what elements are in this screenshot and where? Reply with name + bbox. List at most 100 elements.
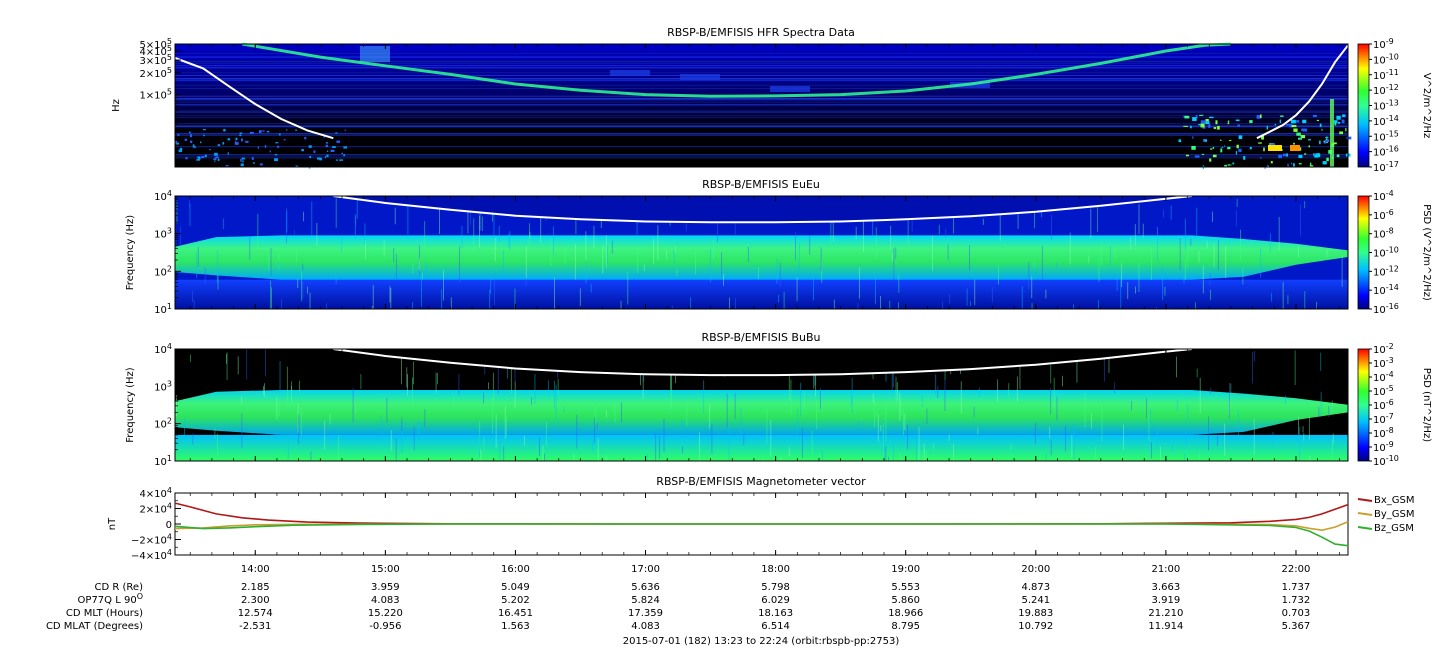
hfr-speckle	[200, 141, 202, 144]
hfr-emission-line	[242, 42, 1231, 98]
hfr-patch	[770, 86, 810, 92]
hfr-speckle	[242, 160, 244, 163]
hfr-speckle	[259, 163, 263, 166]
hfr-speckle	[1208, 124, 1211, 128]
hfr-speckle	[1217, 125, 1220, 130]
ephem-value: 0.703	[1282, 608, 1311, 619]
hfr-speckle	[1322, 161, 1327, 165]
hfr-speckle	[269, 150, 271, 153]
ephem-value: 5.241	[1021, 595, 1050, 606]
bubu-frame	[174, 348, 1349, 462]
ephem-value: 4.873	[1021, 582, 1050, 593]
hfr-speckle	[1249, 146, 1252, 150]
hfr-speckle	[344, 129, 346, 131]
y-tick-label: 103	[154, 227, 172, 241]
hfr-speckle	[1259, 157, 1262, 159]
hfr-speckle	[209, 149, 211, 151]
hfr-patch	[680, 74, 720, 80]
hfr-speckle	[204, 154, 207, 158]
colorbar-tick-label: 10-6	[1373, 398, 1394, 412]
hfr-speckle	[1333, 120, 1338, 124]
hfr-speckle	[301, 149, 304, 152]
hfr-speckle	[1183, 125, 1188, 127]
hfr-speckle	[1203, 140, 1206, 142]
hfr-speckle	[197, 156, 201, 160]
hfr-speckle	[1266, 125, 1269, 130]
hfr-speckle	[1190, 125, 1192, 129]
ephem-value: 2.300	[241, 595, 270, 606]
hfr-speckle	[259, 130, 262, 133]
ephem-value: 4.083	[631, 621, 660, 632]
ephem-value: 5.049	[501, 582, 530, 593]
ephem-value: 3.919	[1152, 595, 1181, 606]
hfr-speckle	[1220, 139, 1222, 141]
hfr-speckle	[1337, 121, 1341, 124]
ephem-value: 5.367	[1282, 621, 1311, 632]
x-tick-label: 22:00	[1282, 564, 1311, 575]
hfr-speckle	[227, 152, 229, 155]
hfr-speckle	[178, 149, 183, 153]
hfr-speckle	[1312, 114, 1317, 118]
hfr-speckle	[277, 145, 280, 148]
hfr-speckle	[335, 159, 339, 161]
ephem-value: 5.202	[501, 595, 530, 606]
eueu-white-line	[333, 195, 1193, 224]
hfr-speckle	[1334, 122, 1337, 126]
hfr-speckle	[190, 140, 193, 143]
hfr-speckle	[1313, 152, 1315, 156]
hfr-speckle	[1327, 136, 1329, 139]
hfr-speckle	[1326, 157, 1329, 162]
hfr-speckle	[175, 140, 178, 144]
bubu-title: RBSP-B/EMFISIS BuBu	[702, 331, 821, 344]
eueu-low-region	[175, 279, 1348, 309]
hfr-speckle	[251, 157, 254, 160]
hfr-speckle	[278, 133, 281, 136]
hfr-speckle	[1263, 147, 1265, 152]
hfr-speckle	[1221, 146, 1224, 148]
hfr-speckle	[1301, 128, 1307, 131]
hfr-speckle	[1192, 117, 1197, 122]
hfr-speckle	[1209, 158, 1212, 162]
hfr-speckle	[1278, 154, 1283, 159]
hfr-speckle	[1237, 124, 1240, 127]
hfr-speckle	[222, 142, 225, 145]
legend-label: Bx_GSM	[1374, 495, 1415, 506]
hfr-speckle	[1341, 119, 1345, 124]
ephem-value: 21.210	[1148, 608, 1183, 619]
colorbar-tick-label: 10-10	[1373, 52, 1399, 66]
hfr-speckle	[217, 144, 221, 146]
hfr-ylabel: Hz	[111, 99, 122, 112]
ephem-value: 5.798	[761, 582, 790, 593]
colorbar-tick-label: 10-4	[1373, 370, 1394, 384]
hfr-hot-spot	[1268, 145, 1282, 151]
panel-magnetometer: 4×104 2×104 0 −2×104−4×104 Bx_GSM By_GSM Bz_GS…	[107, 475, 1415, 575]
hfr-speckle	[1336, 154, 1340, 158]
hfr-speckle	[1202, 126, 1206, 129]
y-tick-label: −4×104	[131, 548, 172, 562]
hfr-hot-spot	[1290, 145, 1300, 151]
hfr-speckle	[217, 158, 220, 161]
hfr-white-line	[174, 57, 334, 140]
mag-ylabel: nT	[107, 517, 118, 530]
hfr-speckle	[1224, 164, 1227, 167]
colorbar-tick-label: 10-7	[1373, 412, 1394, 426]
hfr-speckle	[1290, 119, 1296, 124]
hfr-speckle	[241, 157, 245, 160]
hfr-speckle	[1332, 142, 1337, 145]
hfr-speckle	[239, 134, 242, 137]
hfr-speckle	[1289, 124, 1294, 128]
ephem-value: 15.220	[368, 608, 403, 619]
ephem-row-label: OP77Q L 90O	[78, 592, 143, 606]
colorbar-tick-label: 10-16	[1373, 145, 1399, 159]
hfr-speckle	[253, 161, 255, 164]
hfr-speckle	[1266, 165, 1270, 167]
hfr-speckle	[1287, 163, 1289, 167]
hfr-white-line	[1256, 44, 1349, 140]
hfr-speckle	[234, 142, 239, 145]
hfr-speckle	[1256, 115, 1261, 119]
hfr-speckle	[1339, 131, 1344, 135]
hfr-speckle	[1191, 145, 1196, 150]
hfr-speckle	[192, 144, 195, 147]
ephem-value: -0.956	[369, 621, 401, 632]
colorbar-label: PSD (nT^2/Hz)	[1421, 368, 1432, 442]
